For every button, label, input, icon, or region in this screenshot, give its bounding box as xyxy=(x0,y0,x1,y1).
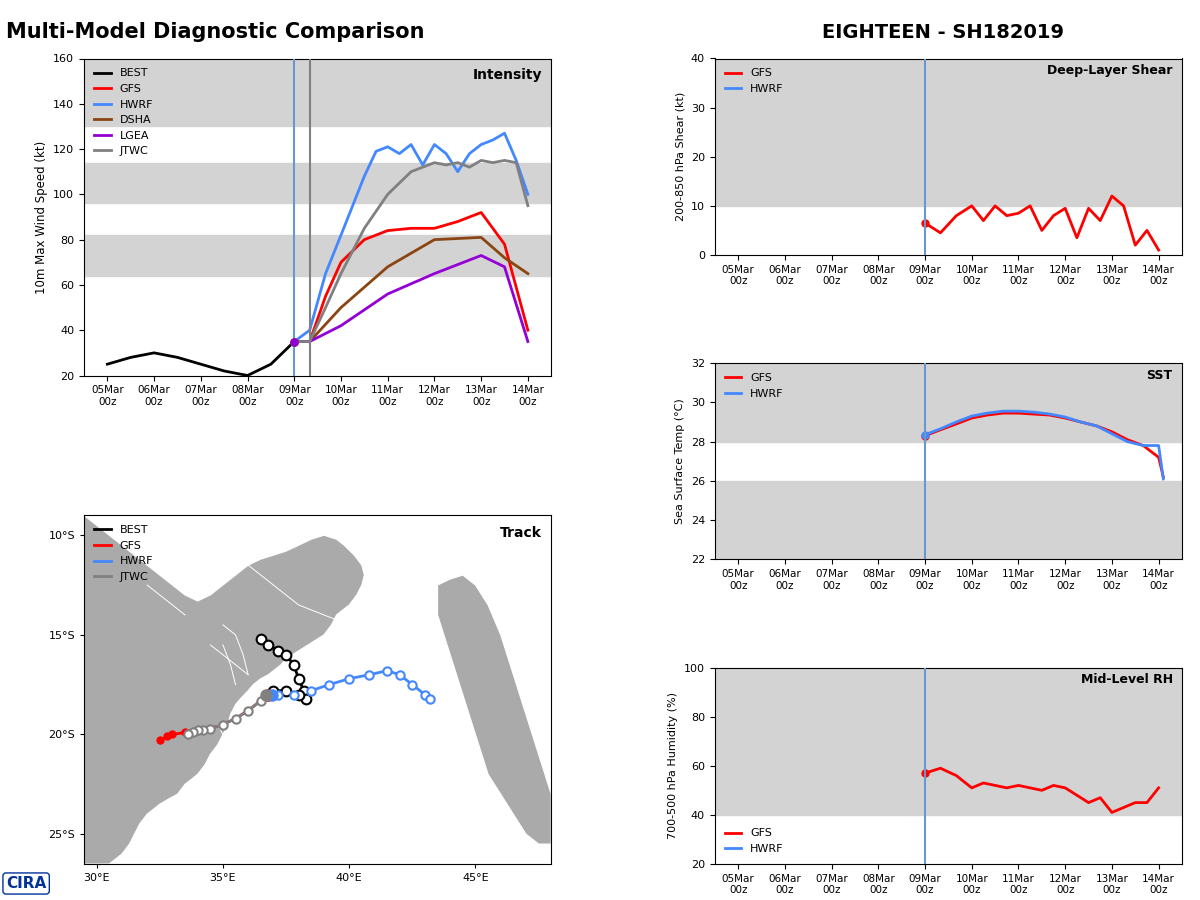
Bar xyxy=(715,520,1182,560)
Bar xyxy=(715,481,1182,520)
Text: EIGHTEEN - SH182019: EIGHTEEN - SH182019 xyxy=(822,22,1064,41)
Polygon shape xyxy=(438,575,551,844)
Text: CIRA: CIRA xyxy=(6,876,47,891)
Legend: GFS, HWRF: GFS, HWRF xyxy=(720,824,788,859)
Text: SST: SST xyxy=(1146,369,1172,382)
Legend: BEST, GFS, HWRF, JTWC: BEST, GFS, HWRF, JTWC xyxy=(90,521,157,587)
Bar xyxy=(84,235,551,276)
Bar xyxy=(84,58,551,126)
Legend: GFS, HWRF: GFS, HWRF xyxy=(720,369,788,403)
Bar xyxy=(715,766,1182,814)
Legend: BEST, GFS, HWRF, DSHA, LGEA, JTWC: BEST, GFS, HWRF, DSHA, LGEA, JTWC xyxy=(90,64,157,161)
Bar xyxy=(715,668,1182,716)
Text: Deep-Layer Shear: Deep-Layer Shear xyxy=(1048,65,1172,77)
Text: Track: Track xyxy=(500,526,542,540)
Bar xyxy=(715,108,1182,157)
Legend: GFS, HWRF: GFS, HWRF xyxy=(720,64,788,98)
Text: Multi-Model Diagnostic Comparison: Multi-Model Diagnostic Comparison xyxy=(6,22,425,42)
Y-axis label: Sea Surface Temp (°C): Sea Surface Temp (°C) xyxy=(676,399,685,524)
Text: Intensity: Intensity xyxy=(473,68,542,82)
Bar xyxy=(715,716,1182,766)
Bar xyxy=(715,157,1182,206)
Y-axis label: 10m Max Wind Speed (kt): 10m Max Wind Speed (kt) xyxy=(35,140,48,293)
Bar xyxy=(715,402,1182,442)
Polygon shape xyxy=(84,516,365,864)
Bar xyxy=(84,163,551,203)
Y-axis label: 200-850 hPa Shear (kt): 200-850 hPa Shear (kt) xyxy=(676,92,685,221)
Text: Mid-Level RH: Mid-Level RH xyxy=(1080,673,1172,687)
Bar xyxy=(715,363,1182,402)
Bar xyxy=(715,58,1182,108)
Y-axis label: 700-500 hPa Humidity (%): 700-500 hPa Humidity (%) xyxy=(668,692,678,840)
